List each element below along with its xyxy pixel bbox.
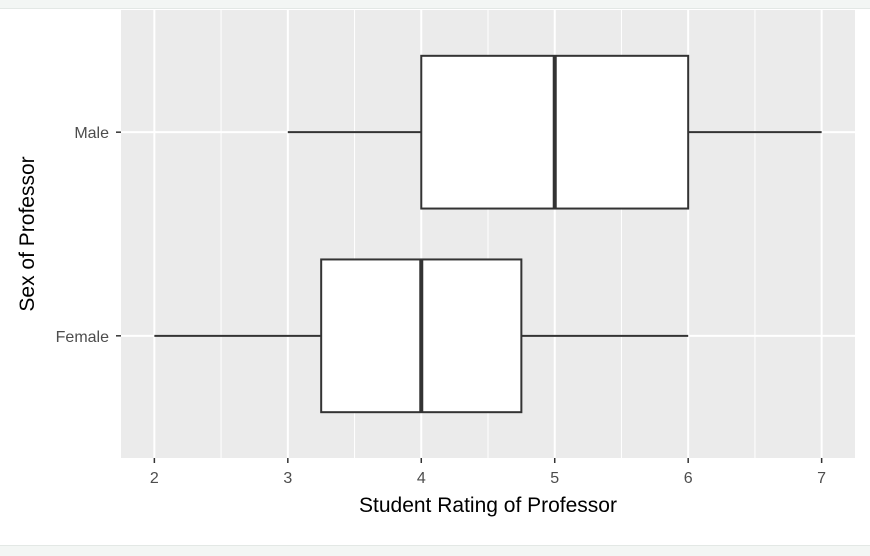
y-tick-label: Female	[56, 329, 109, 346]
y-axis-title: Sex of Professor	[16, 156, 39, 311]
x-tick-label: 6	[684, 470, 693, 487]
x-tick-label: 3	[283, 470, 292, 487]
box-female	[154, 258, 689, 414]
box-male	[287, 54, 822, 210]
window-bottom-strip	[0, 545, 870, 556]
axes: 2 3 4 5 6 7 Female Male	[56, 125, 827, 487]
x-tick-label: 2	[150, 470, 159, 487]
boxplot-series	[154, 54, 822, 414]
x-tick-label: 5	[550, 470, 559, 487]
x-tick-label: 7	[817, 470, 826, 487]
y-tick-label: Male	[74, 125, 109, 142]
x-axis-title: Student Rating of Professor	[359, 494, 617, 517]
window-top-strip	[0, 0, 870, 9]
x-tick-label: 4	[417, 470, 426, 487]
